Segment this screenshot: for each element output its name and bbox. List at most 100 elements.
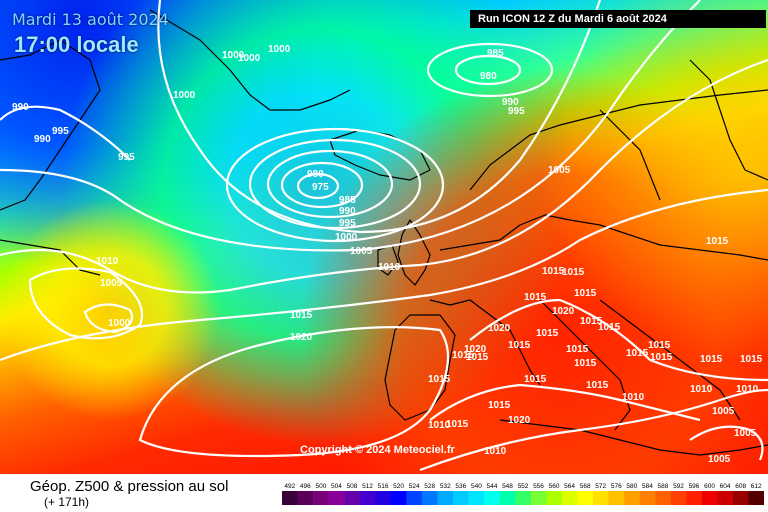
scale-swatch bbox=[639, 491, 656, 505]
scale-tick-label: 600 bbox=[704, 483, 715, 490]
scale-tick-label: 552 bbox=[518, 483, 529, 490]
pressure-label: 1000 bbox=[222, 50, 245, 61]
scale-swatch bbox=[748, 491, 764, 505]
pressure-label: 1020 bbox=[488, 323, 511, 334]
isobar-990 bbox=[248, 138, 422, 230]
scale-tick-label: 588 bbox=[657, 483, 668, 490]
pressure-label: 1015 bbox=[466, 352, 489, 363]
scale-tick-label: 492 bbox=[284, 483, 295, 490]
forecast-map: 1000 1000 1000 1000 990 995 990 995 985 … bbox=[0, 0, 768, 474]
isobar-1015 bbox=[0, 188, 768, 362]
isobar-north-980 bbox=[454, 54, 522, 86]
scale-tick-label: 612 bbox=[751, 483, 762, 490]
scale-swatch bbox=[390, 491, 407, 505]
scale-swatch bbox=[421, 491, 438, 505]
scale-tick-label: 544 bbox=[486, 483, 497, 490]
isobar-south-1015 bbox=[429, 383, 701, 422]
isobar-east-1005 bbox=[689, 425, 764, 461]
scale-swatch bbox=[670, 491, 687, 505]
pressure-label: 1015 bbox=[446, 419, 469, 430]
isobar-1020 bbox=[138, 326, 450, 458]
scale-tick-label: 528 bbox=[424, 483, 435, 490]
scale-swatch bbox=[624, 491, 640, 505]
scale-tick-label: 512 bbox=[362, 483, 373, 490]
pressure-label: 1015 bbox=[562, 267, 585, 278]
pressure-label: 1015 bbox=[452, 350, 475, 361]
legend-title: Géop. Z500 & pression au sol bbox=[30, 478, 229, 495]
pressure-label: 1015 bbox=[566, 344, 589, 355]
isobar-1010 bbox=[0, 58, 768, 294]
scale-swatch bbox=[717, 491, 734, 505]
scale-tick-label: 564 bbox=[564, 483, 575, 490]
ne-field bbox=[0, 0, 768, 474]
pressure-label: 995 bbox=[118, 152, 135, 163]
scale-swatch bbox=[701, 491, 718, 505]
isobar-north-985 bbox=[426, 42, 554, 98]
pressure-label: 1005 bbox=[350, 246, 373, 257]
scale-swatch bbox=[577, 491, 594, 505]
scale-swatch bbox=[655, 491, 671, 505]
isobar-west-1000 bbox=[83, 303, 134, 334]
pressure-label: 1015 bbox=[574, 358, 597, 369]
model-run-info: Run ICON 12 Z du Mardi 6 août 2024 bbox=[470, 10, 766, 28]
scale-tick-label: 584 bbox=[642, 483, 653, 490]
scale-tick-label: 504 bbox=[331, 483, 342, 490]
scale-swatch bbox=[313, 491, 329, 505]
pressure-label: 1000 bbox=[238, 53, 261, 64]
pressure-label: 1015 bbox=[580, 316, 603, 327]
scale-tick-label: 556 bbox=[533, 483, 544, 490]
scale-swatch bbox=[468, 491, 485, 505]
scale-tick-label: 580 bbox=[626, 483, 637, 490]
copyright-notice: Copyright © 2024 Meteociel.fr bbox=[300, 444, 455, 456]
pressure-label: 1015 bbox=[524, 374, 547, 385]
scale-tick-label: 604 bbox=[720, 483, 731, 490]
pressure-label: 1010 bbox=[96, 256, 119, 267]
pressure-label: 1010 bbox=[736, 384, 759, 395]
scale-tick-label: 524 bbox=[409, 483, 420, 490]
pressure-label: 1010 bbox=[428, 420, 451, 431]
scale-swatch bbox=[686, 491, 703, 505]
pressure-label: 1015 bbox=[598, 322, 621, 333]
pressure-label: 980 bbox=[480, 71, 497, 82]
pressure-label: 995 bbox=[339, 218, 356, 229]
isobar-1005 bbox=[0, 0, 701, 252]
isobar-980 bbox=[280, 161, 364, 209]
isobar-1000-arc bbox=[0, 105, 131, 161]
pressure-label: 1000 bbox=[173, 90, 196, 101]
pressure-label: 985 bbox=[339, 195, 356, 206]
pressure-label: 1005 bbox=[734, 428, 757, 439]
isobar-995 bbox=[225, 127, 445, 243]
pressure-label: 1015 bbox=[650, 352, 673, 363]
scale-swatch bbox=[608, 491, 625, 505]
forecast-date: Mardi 13 août 2024 bbox=[12, 10, 169, 29]
pressure-label: 1015 bbox=[428, 374, 451, 385]
pressure-label: 1010 bbox=[622, 392, 645, 403]
forecast-time: 17:00 locale bbox=[14, 32, 139, 57]
pressure-label: 1020 bbox=[290, 332, 313, 343]
scale-swatch bbox=[328, 491, 345, 505]
scale-swatch bbox=[546, 491, 563, 505]
scale-swatch bbox=[282, 491, 298, 505]
pressure-labels: 1000 1000 1000 1000 990 995 990 995 985 … bbox=[12, 44, 763, 465]
isobar-975 bbox=[296, 172, 340, 200]
pressure-label: 1020 bbox=[508, 415, 531, 426]
pressure-label: 1015 bbox=[648, 340, 671, 351]
pressure-label: 1010 bbox=[484, 446, 507, 457]
scale-swatch bbox=[530, 491, 547, 505]
scale-tick-label: 536 bbox=[455, 483, 466, 490]
scale-swatch bbox=[375, 491, 392, 505]
pressure-label: 1015 bbox=[574, 288, 597, 299]
scale-swatch bbox=[344, 491, 360, 505]
pressure-label: 990 bbox=[502, 97, 519, 108]
scale-swatch bbox=[515, 491, 531, 505]
pressure-label: 1015 bbox=[524, 292, 547, 303]
scale-tick-label: 560 bbox=[549, 483, 560, 490]
pressure-label: 1020 bbox=[552, 306, 575, 317]
isobar-south-1010 bbox=[419, 388, 768, 472]
pressure-label: 1015 bbox=[740, 354, 763, 365]
scale-tick-label: 576 bbox=[611, 483, 622, 490]
pressure-label: 990 bbox=[12, 102, 29, 113]
isobar-europe-1015 bbox=[469, 298, 768, 382]
scale-tick-label: 508 bbox=[347, 483, 358, 490]
color-scale: 492 496 500 504 508 512 516 520 524 528 532 536 540 5… bbox=[282, 483, 764, 505]
